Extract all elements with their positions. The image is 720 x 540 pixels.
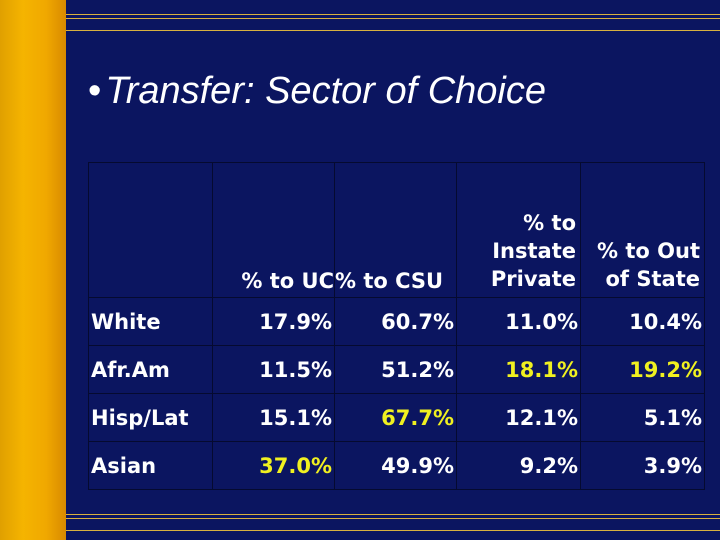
header-blank	[88, 162, 213, 298]
top-rule	[66, 14, 720, 15]
header-uc: % to UC	[212, 162, 335, 298]
header-csu: % to CSU	[334, 162, 457, 298]
top-rule	[66, 30, 720, 31]
table-cell: 9.2%	[456, 441, 581, 490]
row-label: White	[88, 297, 213, 346]
header-out-of-state: % to Out of State	[580, 162, 705, 298]
table-cell: 51.2%	[334, 345, 457, 394]
table-header-row: % to UC % to CSU % to Instate Private % …	[88, 162, 705, 298]
row-label: Asian	[88, 441, 213, 490]
table-cell: 5.1%	[580, 393, 705, 442]
table-cell: 12.1%	[456, 393, 581, 442]
header-instate-private: % to Instate Private	[456, 162, 581, 298]
table-cell: 3.9%	[580, 441, 705, 490]
bottom-rule	[66, 514, 720, 515]
title-text: Transfer: Sector of Choice	[105, 70, 547, 112]
table-row: White 17.9% 60.7% 11.0% 10.4%	[88, 297, 705, 346]
transfer-table: % to UC % to CSU % to Instate Private % …	[88, 162, 705, 490]
table-cell: 18.1%	[456, 345, 581, 394]
table-cell: 49.9%	[334, 441, 457, 490]
slide-title: • Transfer: Sector of Choice	[88, 70, 708, 113]
table-cell: 19.2%	[580, 345, 705, 394]
table-cell: 10.4%	[580, 297, 705, 346]
bottom-rule	[66, 518, 720, 519]
bottom-rule	[66, 530, 720, 531]
table-cell: 11.5%	[212, 345, 335, 394]
title-bullet: •	[88, 70, 102, 112]
table-cell: 11.0%	[456, 297, 581, 346]
table-cell: 37.0%	[212, 441, 335, 490]
table-cell: 15.1%	[212, 393, 335, 442]
row-label: Hisp/Lat	[88, 393, 213, 442]
row-label: Afr.Am	[88, 345, 213, 394]
table-cell: 60.7%	[334, 297, 457, 346]
table-cell: 17.9%	[212, 297, 335, 346]
table-row: Asian 37.0% 49.9% 9.2% 3.9%	[88, 441, 705, 490]
table-row: Hisp/Lat 15.1% 67.7% 12.1% 5.1%	[88, 393, 705, 442]
top-rule	[66, 18, 720, 19]
table-cell: 67.7%	[334, 393, 457, 442]
table-row: Afr.Am 11.5% 51.2% 18.1% 19.2%	[88, 345, 705, 394]
side-accent-bar	[0, 0, 66, 540]
